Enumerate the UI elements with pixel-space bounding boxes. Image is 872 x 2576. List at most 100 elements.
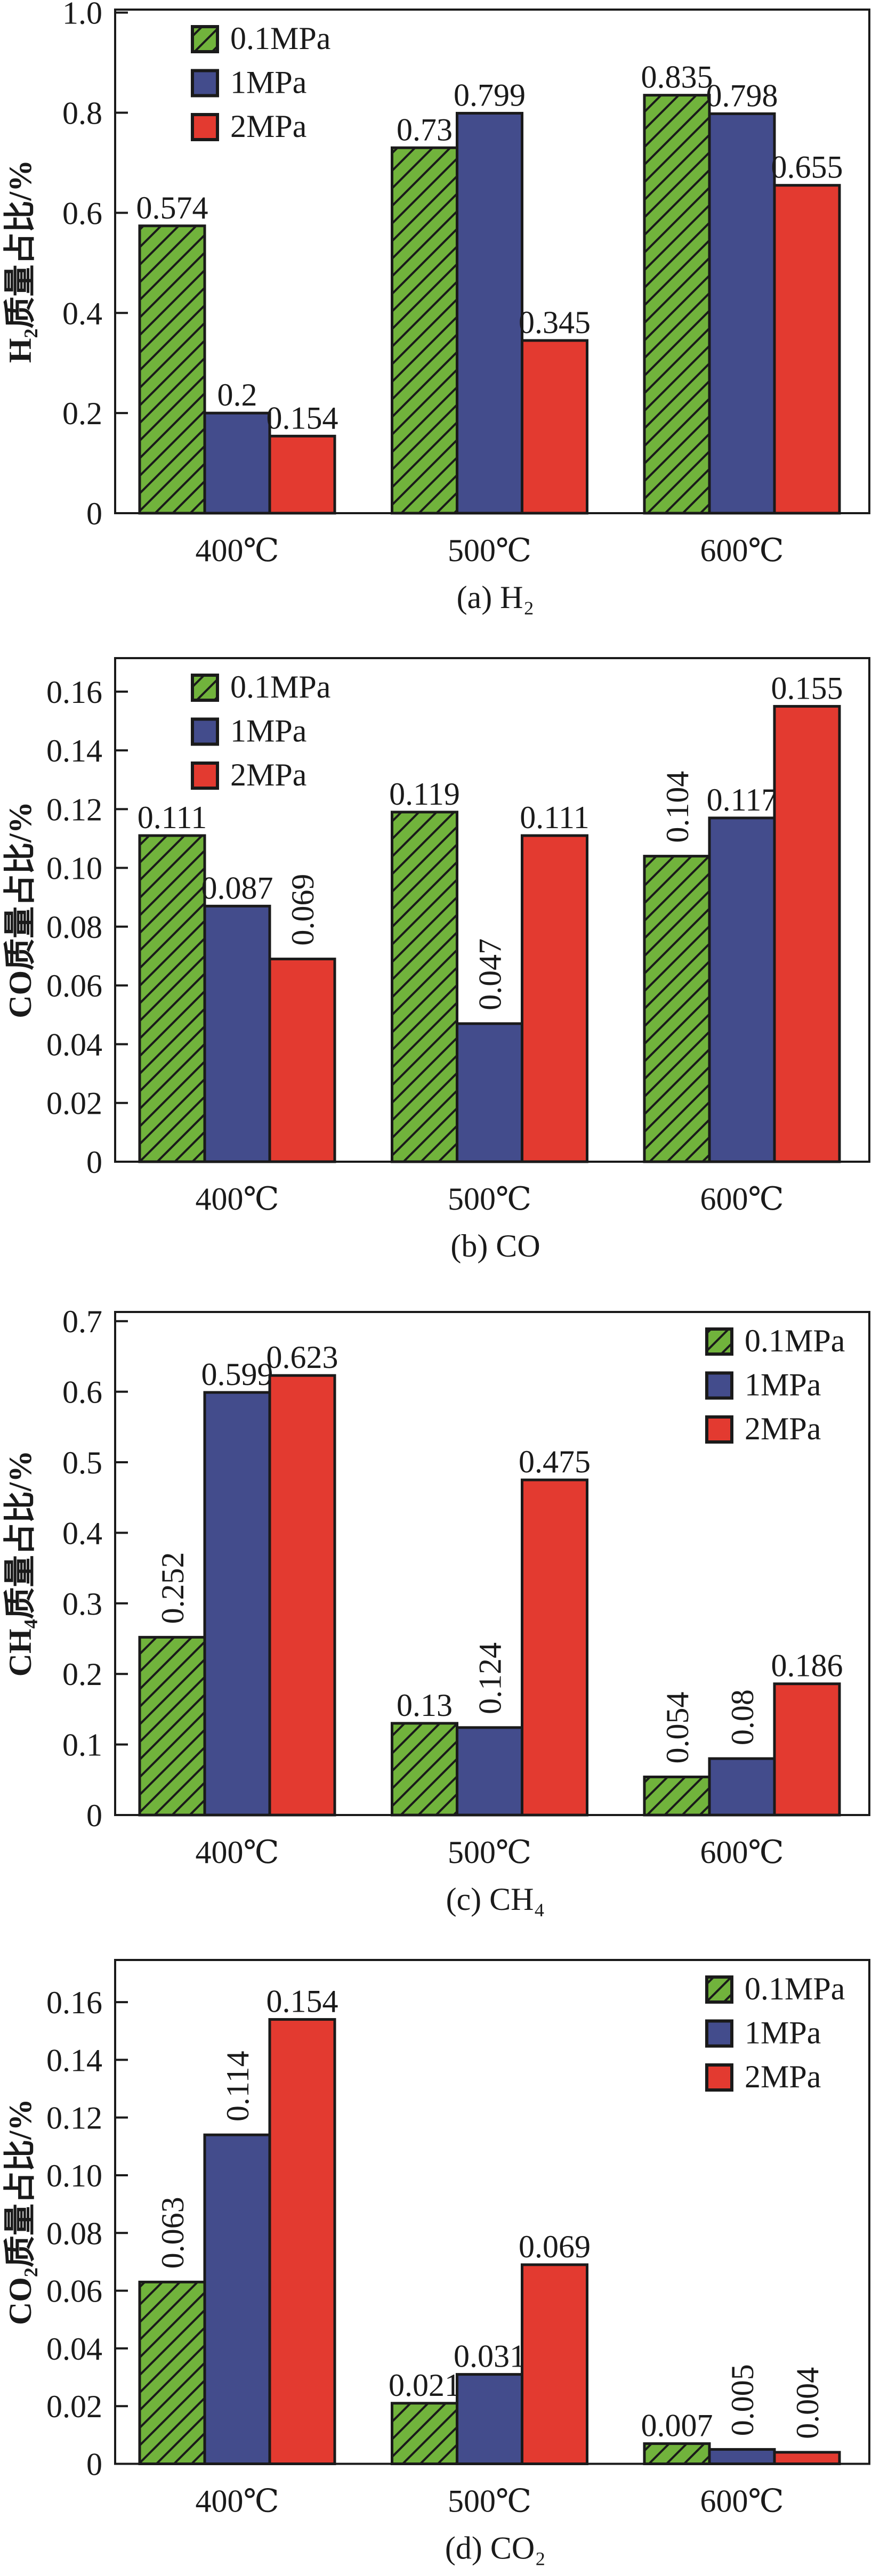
bar-value-label: 0.345 xyxy=(519,305,591,340)
legend-label: 2MPa xyxy=(230,109,306,144)
bar-value-label: 0.069 xyxy=(285,874,320,946)
bar xyxy=(773,184,841,515)
y-tick-label: 0.6 xyxy=(62,196,102,231)
bar xyxy=(708,2448,776,2466)
bar xyxy=(203,904,271,1163)
y-tick-label: 0.4 xyxy=(62,1516,102,1551)
x-tick-label: 600℃ xyxy=(700,2484,784,2519)
bar-value-label: 0.124 xyxy=(473,1642,508,1714)
y-tick-label: 0.12 xyxy=(46,2101,102,2136)
bar xyxy=(203,1391,271,1817)
legend-label: 1MPa xyxy=(745,2015,821,2051)
bar-value-label: 0.154 xyxy=(267,1984,338,2019)
legend-label: 2MPa xyxy=(745,2059,821,2094)
bar xyxy=(521,1478,588,1817)
bar-value-label: 0.111 xyxy=(138,800,207,835)
y-tick-label: 0.10 xyxy=(46,851,102,886)
x-tick-label: 600℃ xyxy=(700,533,784,568)
bar-value-label: 0.623 xyxy=(267,1340,338,1375)
x-tick-label: 400℃ xyxy=(195,1835,279,1870)
x-tick-label: 600℃ xyxy=(700,1835,784,1870)
bar xyxy=(643,1776,711,1817)
bar xyxy=(773,2451,841,2465)
bar-value-label: 0.835 xyxy=(641,60,713,95)
bar-value-label: 0.2 xyxy=(217,377,257,412)
legend-label: 2MPa xyxy=(745,1411,821,1446)
y-tick-label: 0.10 xyxy=(46,2158,102,2193)
y-tick-label: 0.1 xyxy=(62,1728,102,1763)
legend-swatch xyxy=(705,1327,733,1356)
bar xyxy=(268,2018,336,2466)
bar xyxy=(138,2280,206,2466)
y-tick-label: 0 xyxy=(86,2447,102,2482)
legend-swatch xyxy=(705,1371,733,1400)
bar xyxy=(138,834,206,1163)
y-tick-label: 0 xyxy=(86,1145,102,1180)
legend: 0.1MPa 1MPa 2MPa xyxy=(191,669,330,792)
bar xyxy=(268,958,336,1163)
y-axis-title: CO₂质量占比/% xyxy=(3,2099,38,2325)
bar xyxy=(521,2263,588,2465)
bar xyxy=(203,2133,271,2466)
y-tick-label: 0.14 xyxy=(46,733,102,768)
x-tick-label: 500℃ xyxy=(448,1835,531,1870)
bar xyxy=(643,855,711,1163)
legend-label: 1MPa xyxy=(230,714,306,749)
y-tick-label: 0.08 xyxy=(46,2216,102,2251)
bar-value-label: 0.063 xyxy=(155,2197,190,2269)
chart-panel-d: 0 0.02 0.04 0.06 0.08 0.10 0.12 0.14 0.16 CO₂质量占比… xyxy=(3,1959,870,2566)
bar-value-label: 0.114 xyxy=(220,2051,255,2121)
bar-value-label: 0.069 xyxy=(519,2229,591,2264)
y-tick-label: 0.16 xyxy=(46,675,102,710)
bar-value-label: 0.021 xyxy=(389,2368,461,2403)
bar xyxy=(708,1757,776,1817)
y-tick-label: 1.0 xyxy=(62,0,102,31)
legend-label: 0.1MPa xyxy=(745,1323,845,1358)
legend-label: 1MPa xyxy=(745,1367,821,1403)
bar-value-label: 0.119 xyxy=(389,776,460,812)
legend-label: 1MPa xyxy=(230,65,306,100)
bar-value-label: 0.087 xyxy=(201,870,273,905)
legend-label: 0.1MPa xyxy=(745,1971,845,2006)
bar xyxy=(391,146,458,515)
y-tick-label: 0.6 xyxy=(62,1375,102,1410)
bar-value-label: 0.031 xyxy=(454,2339,526,2374)
bar-value-label: 0.154 xyxy=(267,400,338,435)
legend-label: 0.1MPa xyxy=(230,669,330,704)
y-tick-label: 0.08 xyxy=(46,910,102,945)
bar-value-label: 0.799 xyxy=(454,77,526,112)
bar xyxy=(456,2373,523,2466)
bar xyxy=(708,112,776,515)
panel-caption: (b) CO xyxy=(450,1228,540,1263)
chart-panel-c: 0 0.1 0.2 0.3 0.4 0.5 0.6 0.7 CH₄质量占比/% 400℃ 0.252… xyxy=(3,1304,870,1917)
bar xyxy=(268,1374,336,1817)
y-tick-label: 0.3 xyxy=(62,1586,102,1622)
bar-value-label: 0.004 xyxy=(790,2367,825,2439)
bar xyxy=(138,1635,206,1817)
x-tick-label: 500℃ xyxy=(448,1181,531,1217)
y-tick-label: 0.04 xyxy=(46,1027,102,1062)
y-axis-title: CH₄质量占比/% xyxy=(3,1451,38,1677)
bar-value-label: 0.117 xyxy=(707,782,778,817)
bar-value-label: 0.73 xyxy=(397,112,453,147)
legend-label: 0.1MPa xyxy=(230,21,330,56)
panel-caption: (a) H₂ xyxy=(457,580,535,615)
bar xyxy=(456,1022,523,1163)
legend-swatch xyxy=(705,2019,733,2048)
y-tick-label: 0.06 xyxy=(46,2274,102,2309)
bar xyxy=(391,1722,458,1817)
bar-value-label: 0.007 xyxy=(641,2408,713,2443)
bar xyxy=(521,339,588,515)
y-tick-label: 0.12 xyxy=(46,792,102,827)
bar xyxy=(456,111,523,515)
y-tick-label: 0 xyxy=(86,1798,102,1833)
bar-value-label: 0.798 xyxy=(706,78,778,113)
y-tick-label: 0.2 xyxy=(62,1657,102,1692)
bar xyxy=(391,811,458,1163)
bar-value-label: 0.111 xyxy=(520,800,590,835)
legend: 0.1MPa 1MPa 2MPa xyxy=(191,21,330,144)
y-tick-label: 0.14 xyxy=(46,2043,102,2078)
legend-swatch xyxy=(705,1975,733,2004)
bar-value-label: 0.155 xyxy=(771,670,843,706)
